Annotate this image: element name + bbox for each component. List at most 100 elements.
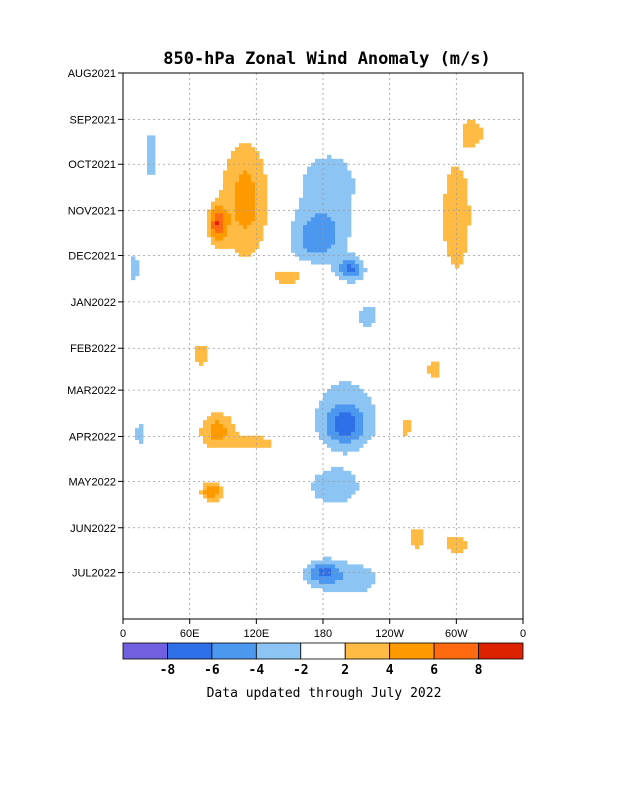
anomaly-cell	[235, 209, 240, 214]
anomaly-cell	[327, 158, 332, 164]
anomaly-cell	[223, 424, 228, 429]
anomaly-cell	[207, 486, 212, 491]
anomaly-cell	[335, 193, 340, 199]
anomaly-cell	[323, 166, 328, 171]
anomaly-cell	[239, 178, 244, 183]
anomaly-cell	[335, 182, 340, 187]
anomaly-cell	[259, 186, 264, 191]
anomaly-cell	[327, 197, 332, 203]
anomaly-cell	[347, 435, 352, 440]
anomaly-cell	[323, 244, 328, 249]
colorbar-tick-label: -2	[293, 663, 309, 678]
anomaly-cell	[335, 486, 340, 491]
anomaly-cell	[239, 443, 244, 448]
anomaly-cell	[451, 225, 456, 230]
anomaly-cell	[355, 416, 360, 421]
anomaly-cell	[359, 576, 364, 581]
anomaly-cell	[455, 178, 460, 183]
anomaly-cell	[347, 416, 352, 421]
anomaly-cell	[347, 201, 352, 206]
anomaly-cell	[307, 166, 312, 171]
anomaly-cell	[319, 408, 324, 413]
anomaly-cell	[367, 310, 372, 316]
anomaly-cell	[299, 221, 304, 226]
anomaly-cell	[459, 256, 464, 261]
anomaly-cell	[131, 268, 136, 273]
anomaly-cell	[323, 197, 328, 203]
anomaly-cell	[231, 244, 236, 249]
anomaly-cell	[239, 217, 244, 222]
anomaly-cell	[343, 217, 348, 222]
anomaly-cell	[323, 178, 328, 183]
anomaly-cell	[447, 221, 452, 226]
anomaly-cell	[343, 424, 348, 429]
anomaly-cell	[463, 143, 468, 148]
anomaly-cell	[219, 420, 224, 425]
anomaly-cell	[255, 162, 260, 167]
anomaly-cell	[327, 178, 332, 183]
anomaly-cell	[447, 229, 452, 234]
anomaly-cell	[291, 279, 296, 284]
anomaly-cell	[335, 400, 340, 405]
anomaly-cell	[311, 193, 316, 199]
anomaly-cell	[315, 158, 320, 164]
anomaly-cell	[323, 490, 328, 495]
anomaly-cell	[331, 490, 336, 495]
anomaly-cell	[351, 279, 356, 284]
anomaly-cell	[355, 587, 360, 593]
anomaly-cell	[327, 244, 332, 249]
anomaly-cell	[339, 443, 344, 448]
anomaly-cell	[231, 166, 236, 171]
anomaly-cell	[451, 544, 456, 550]
colorbar-tick-label: 8	[475, 663, 483, 678]
colorbar-swatch	[255, 642, 302, 660]
anomaly-cell	[147, 166, 152, 171]
anomaly-cell	[315, 178, 320, 183]
anomaly-cell	[455, 252, 460, 257]
anomaly-cell	[335, 170, 340, 175]
anomaly-cell	[227, 229, 232, 234]
anomaly-cell	[363, 427, 368, 433]
anomaly-cell	[363, 412, 368, 417]
anomaly-cell	[319, 583, 324, 589]
anomaly-cell	[327, 170, 332, 175]
anomaly-cell	[327, 431, 332, 437]
anomaly-cell	[343, 490, 348, 495]
anomaly-cell	[351, 490, 356, 495]
anomaly-cell	[343, 392, 348, 398]
anomaly-cell	[263, 178, 268, 183]
anomaly-cell	[467, 209, 472, 214]
anomaly-cell	[311, 240, 316, 245]
anomaly-cell	[463, 178, 468, 183]
anomaly-cell	[215, 439, 220, 444]
grid-lines	[123, 73, 523, 619]
anomaly-cell	[251, 174, 256, 179]
anomaly-cell	[259, 162, 264, 167]
anomaly-cell	[323, 482, 328, 487]
anomaly-cell	[331, 427, 336, 433]
anomaly-cell	[207, 490, 212, 495]
anomaly-cell	[351, 439, 356, 444]
anomaly-cell	[331, 197, 336, 203]
anomaly-cell	[339, 486, 344, 491]
anomaly-cell	[351, 252, 356, 257]
anomaly-cell	[231, 240, 236, 245]
anomaly-cell	[319, 221, 324, 226]
anomaly-cell	[251, 154, 256, 160]
anomaly-cell	[463, 244, 468, 249]
anomaly-cell	[315, 560, 320, 565]
anomaly-cell	[343, 447, 348, 452]
anomaly-cell	[463, 182, 468, 187]
anomaly-cell	[243, 197, 248, 203]
anomaly-cell	[203, 482, 208, 487]
anomaly-cell	[255, 170, 260, 175]
anomaly-cell	[347, 264, 352, 269]
anomaly-cell	[243, 213, 248, 218]
anomaly-cell	[331, 482, 336, 487]
anomaly-cell	[339, 174, 344, 179]
anomaly-cell	[235, 182, 240, 187]
anomaly-cell	[459, 236, 464, 242]
anomaly-cell	[347, 478, 352, 483]
anomaly-cell	[463, 186, 468, 191]
